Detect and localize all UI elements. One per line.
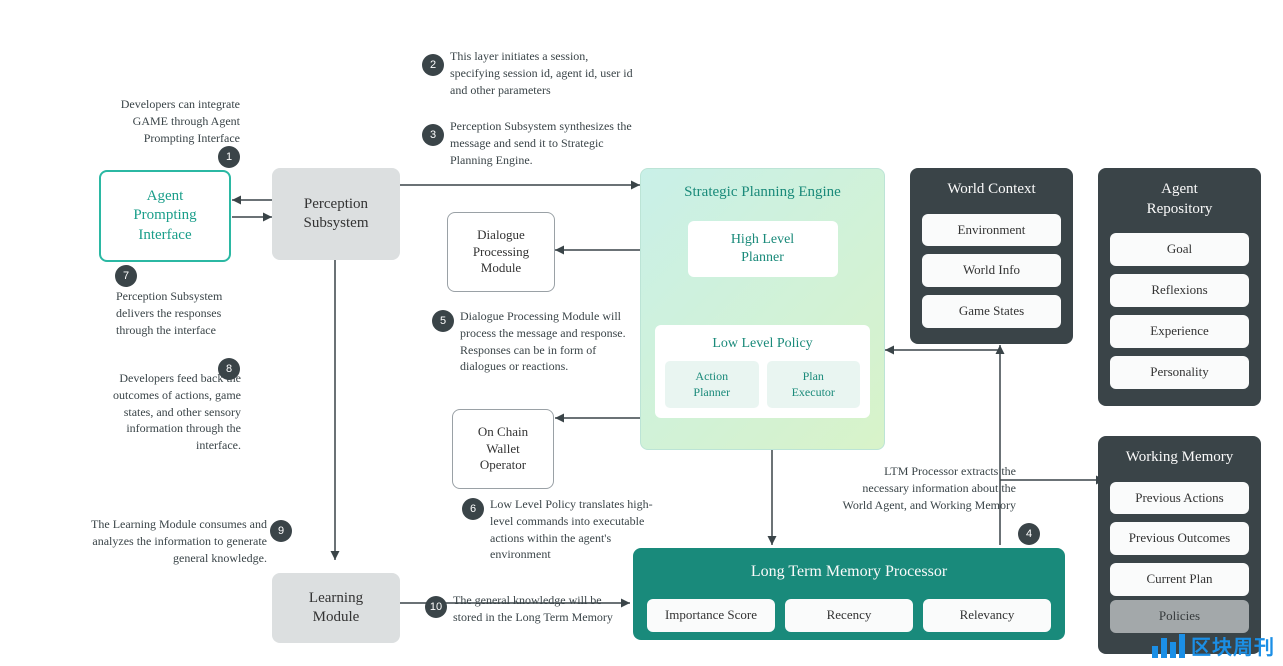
ltm-processor-box: Long Term Memory Processor Importance Sc…: [633, 548, 1065, 640]
agent-repo-item: Experience: [1110, 315, 1249, 348]
badge-2: 2: [422, 54, 444, 76]
ltm-title: Long Term Memory Processor: [751, 562, 947, 583]
badge-5: 5: [432, 310, 454, 332]
badge-9: 9: [270, 520, 292, 542]
note-7: Perception Subsystem delivers the respon…: [116, 288, 246, 338]
world-context-item: Environment: [922, 214, 1061, 247]
world-context-title: World Context: [947, 180, 1035, 200]
badge-10: 10: [425, 596, 447, 618]
action-planner-box: Action Planner: [665, 361, 759, 408]
world-context-box: World Context Environment World Info Gam…: [910, 168, 1073, 344]
agent-repo-item: Reflexions: [1110, 274, 1249, 307]
badge-7: 7: [115, 265, 137, 287]
low-level-policy-box: Low Level Policy Action Planner Plan Exe…: [655, 325, 870, 418]
agent-repository-box: Agent Repository Goal Reflexions Experie…: [1098, 168, 1261, 406]
note-5: Dialogue Processing Module will process …: [460, 308, 630, 375]
watermark-text: 区块周刊: [1191, 631, 1275, 660]
note-4: LTM Processor extracts the necessary inf…: [836, 463, 1016, 513]
ltm-item: Relevancy: [923, 599, 1051, 632]
action-planner-label: Action Planner: [693, 369, 730, 399]
working-memory-item: Current Plan: [1110, 563, 1249, 596]
note-9: The Learning Module consumes and analyze…: [85, 516, 267, 566]
learning-module-label: Learning Module: [309, 589, 363, 628]
low-level-policy-title: Low Level Policy: [665, 335, 860, 353]
high-level-planner-box: High Level Planner: [688, 221, 838, 277]
perception-subsystem-box: Perception Subsystem: [272, 168, 400, 260]
agent-repository-title: Agent Repository: [1147, 180, 1213, 219]
strategic-planning-engine-box: Strategic Planning Engine High Level Pla…: [640, 168, 885, 450]
learning-module-box: Learning Module: [272, 573, 400, 643]
working-memory-box: Working Memory Previous Actions Previous…: [1098, 436, 1261, 654]
onchain-wallet-box: On Chain Wallet Operator: [452, 409, 554, 489]
working-memory-item: Policies: [1110, 600, 1249, 633]
working-memory-item: Previous Outcomes: [1110, 522, 1249, 555]
badge-1: 1: [218, 146, 240, 168]
note-2: This layer initiates a session, specifyi…: [450, 48, 640, 98]
working-memory-item: Previous Actions: [1110, 482, 1249, 515]
agent-repo-item: Personality: [1110, 356, 1249, 389]
working-memory-title: Working Memory: [1126, 448, 1234, 468]
dialogue-processing-box: Dialogue Processing Module: [447, 212, 555, 292]
badge-3: 3: [422, 124, 444, 146]
note-3: Perception Subsystem synthesizes the mes…: [450, 118, 640, 168]
note-10: The general knowledge will be stored in …: [453, 592, 633, 626]
note-6: Low Level Policy translates high-level c…: [490, 496, 660, 563]
plan-executor-label: Plan Executor: [792, 369, 835, 399]
agent-prompting-interface-box: Agent Prompting Interface: [99, 170, 231, 262]
agent-repo-item: Goal: [1110, 233, 1249, 266]
onchain-wallet-label: On Chain Wallet Operator: [478, 424, 528, 475]
world-context-item: World Info: [922, 254, 1061, 287]
ltm-item: Importance Score: [647, 599, 775, 632]
plan-executor-box: Plan Executor: [767, 361, 861, 408]
badge-6: 6: [462, 498, 484, 520]
watermark-bars-icon: [1152, 634, 1185, 658]
perception-subsystem-label: Perception Subsystem: [303, 195, 368, 234]
strategic-engine-title: Strategic Planning Engine: [684, 183, 841, 203]
dialogue-processing-label: Dialogue Processing Module: [473, 227, 529, 278]
world-context-item: Game States: [922, 295, 1061, 328]
watermark: 区块周刊: [1152, 631, 1275, 660]
ltm-item: Recency: [785, 599, 913, 632]
badge-4-text: 4: [1026, 528, 1032, 540]
note-1: Developers can integrate GAME through Ag…: [108, 96, 240, 146]
agent-prompting-interface-label: Agent Prompting Interface: [133, 187, 196, 246]
note-8: Developers feed back the outcomes of act…: [99, 370, 241, 454]
high-level-planner-label: High Level Planner: [731, 232, 794, 265]
badge-4: 4: [1018, 523, 1040, 545]
